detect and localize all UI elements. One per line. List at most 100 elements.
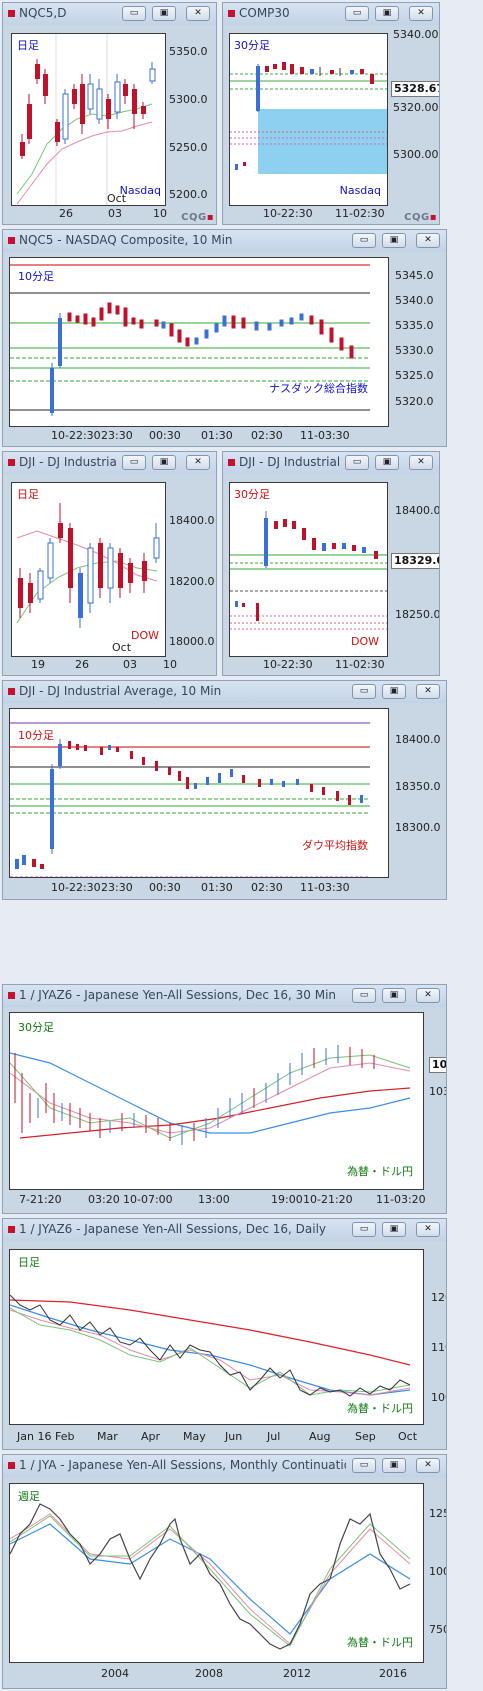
close-button[interactable]: ✕ — [409, 6, 433, 21]
candle — [130, 751, 133, 759]
price-chart-svg — [16, 503, 160, 628]
price-chart-svg — [16, 34, 156, 205]
chart-window-comp30[interactable]: COMP30 ▭ ▣ ✕ — [222, 2, 440, 225]
candle — [299, 313, 304, 321]
period-label: 10分足 — [18, 270, 54, 283]
minimize-button[interactable]: ▭ — [122, 455, 146, 470]
price-tick: 18300.0 — [395, 821, 441, 834]
time-tick: 03:20 — [88, 1193, 120, 1206]
restore-button[interactable]: ▣ — [152, 455, 176, 470]
candle — [27, 104, 32, 139]
close-button[interactable]: ✕ — [186, 455, 210, 470]
chart-plot-area[interactable]: 30分足 DOW — [229, 482, 388, 657]
price-tick: 5340.0 — [395, 294, 434, 307]
minimize-button[interactable]: ▭ — [352, 988, 376, 1003]
candle — [265, 66, 269, 72]
price-chart-svg — [10, 1503, 411, 1650]
restore-button[interactable]: ▣ — [375, 455, 399, 470]
restore-button[interactable]: ▣ — [375, 6, 399, 21]
minimize-button[interactable]: ▭ — [352, 684, 376, 699]
restore-button[interactable]: ▣ — [382, 1222, 406, 1237]
minimize-button[interactable]: ▭ — [352, 233, 376, 248]
window-titlebar[interactable]: DJI - DJ Industrial ... ▭ ▣ ✕ — [3, 452, 216, 474]
minimize-button[interactable]: ▭ — [122, 6, 146, 21]
candle — [296, 779, 299, 785]
restore-button[interactable]: ▣ — [382, 1458, 406, 1473]
period-label: 30分足 — [234, 39, 270, 52]
restore-button[interactable]: ▣ — [152, 6, 176, 21]
minimize-button[interactable]: ▭ — [352, 1458, 376, 1473]
candle — [91, 317, 96, 327]
chart-plot-area[interactable]: 日足 為替・ドル円 — [9, 1249, 424, 1425]
moving-average-line — [10, 1309, 411, 1396]
minimize-button[interactable]: ▭ — [345, 6, 369, 21]
candle — [37, 570, 44, 600]
candle — [243, 162, 246, 166]
chart-plot-area[interactable]: 日足 Nasdaq Oct — [11, 33, 166, 206]
window-titlebar[interactable]: DJI - DJ Industrial Average, 10 Min ▭ ▣ … — [3, 681, 446, 703]
chart-window-dji-10min[interactable]: DJI - DJ Industrial Average, 10 Min ▭ ▣ … — [2, 680, 447, 900]
candle — [177, 329, 182, 343]
price-tick: 10000 — [429, 1565, 446, 1578]
candle — [279, 319, 284, 327]
candle — [310, 69, 314, 74]
moving-average-line — [16, 121, 153, 205]
chart-plot-area[interactable]: 10分足 ダウ平均指数 — [9, 708, 389, 878]
close-button[interactable]: ✕ — [416, 684, 440, 699]
current-price-label: 18329.0 — [391, 553, 439, 569]
price-chart-svg — [10, 1294, 411, 1397]
chart-plot-area[interactable]: 30分足 Nasdaq — [229, 33, 388, 206]
chart-window-jpy-30min[interactable]: 1 / JYAZ6 - Japanese Yen-All Sessions, D… — [2, 984, 447, 1214]
time-tick: 2004 — [101, 1667, 129, 1680]
moving-average-line — [10, 1304, 411, 1396]
minimize-button[interactable]: ▭ — [352, 1222, 376, 1237]
candle — [374, 551, 378, 559]
time-tick: 2012 — [283, 1667, 311, 1680]
time-tick: 10-22:30 — [263, 207, 313, 220]
chart-window-dji-30min[interactable]: DJI - DJ Industrial ... ▭ ▣ ✕ — [222, 451, 440, 676]
time-tick: 11-02:30 — [335, 207, 385, 220]
candle — [309, 315, 314, 325]
close-button[interactable]: ✕ — [186, 6, 210, 21]
candle — [242, 603, 245, 607]
close-button[interactable]: ✕ — [416, 1222, 440, 1237]
period-label: 30分足 — [18, 1021, 54, 1034]
candle — [40, 864, 44, 869]
time-tick: Oct — [398, 1430, 418, 1443]
chart-plot-area[interactable]: 10分足 ナスダック総合指数 — [9, 257, 389, 427]
window-titlebar[interactable]: NQC5 - NASDAQ Composite, 10 Min ▭ ▣ ✕ — [3, 230, 446, 252]
chart-window-dji-daily[interactable]: DJI - DJ Industrial ... ▭ ▣ ✕ — [2, 451, 217, 676]
chart-window-nqc5-10min[interactable]: NQC5 - NASDAQ Composite, 10 Min ▭ ▣ ✕ 10… — [2, 229, 447, 447]
window-titlebar[interactable]: 1 / JYA - Japanese Yen-All Sessions, Mon… — [3, 1455, 446, 1477]
window-titlebar[interactable]: NQC5,D ▭ ▣ ✕ — [3, 3, 216, 25]
restore-button[interactable]: ▣ — [382, 233, 406, 248]
candle — [242, 775, 245, 783]
chart-plot-area[interactable]: 週足 為替・ドル円 — [9, 1483, 424, 1663]
chart-window-jpy-monthly[interactable]: 1 / JYA - Japanese Yen-All Sessions, Mon… — [2, 1454, 447, 1689]
restore-button[interactable]: ▣ — [382, 684, 406, 699]
chart-plot-area[interactable]: 30分足 為替・ドル円 — [9, 1012, 424, 1190]
close-button[interactable]: ✕ — [416, 1458, 440, 1473]
price-tick: 18350.0 — [395, 780, 441, 793]
candle — [106, 99, 111, 119]
window-titlebar[interactable]: COMP30 ▭ ▣ ✕ — [223, 3, 439, 25]
window-titlebar[interactable]: 1 / JYAZ6 - Japanese Yen-All Sessions, D… — [3, 1219, 446, 1241]
candle — [360, 795, 363, 803]
close-button[interactable]: ✕ — [416, 233, 440, 248]
candle — [342, 543, 346, 549]
chart-plot-area[interactable]: 日足 DOW Oct — [11, 482, 166, 657]
restore-button[interactable]: ▣ — [382, 988, 406, 1003]
close-button[interactable]: ✕ — [416, 988, 440, 1003]
window-titlebar[interactable]: 1 / JYAZ6 - Japanese Yen-All Sessions, D… — [3, 985, 446, 1007]
chart-window-jpy-daily[interactable]: 1 / JYAZ6 - Japanese Yen-All Sessions, D… — [2, 1218, 447, 1450]
price-tick: 18400.0 — [395, 504, 440, 517]
time-tick: 19:00 — [271, 1193, 303, 1206]
candle — [194, 337, 199, 345]
close-button[interactable]: ✕ — [409, 455, 433, 470]
time-tick: Jun — [225, 1430, 243, 1443]
chart-window-nqc5-daily[interactable]: NQC5,D ▭ ▣ ✕ — [2, 2, 217, 225]
price-tick: 5345.0 — [395, 269, 434, 282]
window-titlebar[interactable]: DJI - DJ Industrial ... ▭ ▣ ✕ — [223, 452, 439, 474]
minimize-button[interactable]: ▭ — [345, 455, 369, 470]
moving-average-line — [16, 530, 158, 582]
